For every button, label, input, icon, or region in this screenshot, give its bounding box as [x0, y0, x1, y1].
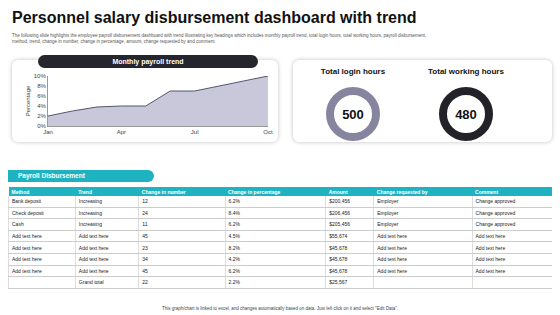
svg-text:480: 480 [455, 107, 477, 122]
html-text:Total working hours: Total working hours [428, 67, 504, 76]
html-text:12: 12 [142, 198, 148, 205]
html-text:This graph/chart is linked to: This graph/chart is linked to excel, and… [162, 306, 398, 311]
svg-text:Apr: Apr [117, 129, 126, 135]
html-text:$45,678: $45,678 [329, 267, 348, 274]
html-text:Check deposit: Check deposit [12, 209, 44, 216]
html-text:Comment: Comment [475, 188, 499, 195]
html-text:2.2%: 2.2% [228, 279, 240, 286]
html-text:Change in percentage: Change in percentage [228, 188, 281, 195]
svg-text:10%: 10% [34, 73, 47, 79]
html-text:Add text here: Add text here [377, 267, 407, 274]
html-text:$25,567: $25,567 [329, 279, 348, 286]
html-text:22: 22 [142, 279, 148, 286]
html-text:Trend: Trend [78, 188, 92, 195]
html-text:Employer: Employer [377, 209, 399, 216]
html-text:$45,678: $45,678 [329, 256, 348, 263]
svg-text:6%: 6% [37, 93, 46, 99]
html-text:Add text here: Add text here [377, 233, 407, 240]
html-text:Employer: Employer [377, 221, 399, 228]
html-text:Add text here: Add text here [12, 244, 42, 251]
html-text:$206,456: $206,456 [329, 209, 350, 216]
html-text:Total login hours: Total login hours [320, 67, 386, 76]
html-text:4.5%: 4.5% [228, 233, 240, 240]
html-text:Add text here: Add text here [12, 256, 42, 263]
html-text:Add text here: Add text here [475, 244, 506, 251]
html-text:Add text here: Add text here [78, 267, 109, 274]
html-text:6.2%: 6.2% [228, 221, 240, 228]
html-text:$200,456: $200,456 [329, 198, 350, 205]
html-text:34: 34 [142, 256, 148, 263]
html-text:Add text here: Add text here [78, 244, 109, 251]
svg-text:0%: 0% [37, 123, 46, 129]
html-text:Change requested by: Change requested by [376, 188, 428, 195]
html-text:8.4%: 8.4% [228, 209, 240, 216]
html-text:$45,678: $45,678 [329, 244, 348, 251]
html-text:Employer: Employer [377, 198, 399, 205]
html-text:11: 11 [142, 221, 148, 228]
html-text:Add text here: Add text here [475, 256, 506, 263]
svg-text:8%: 8% [37, 83, 46, 89]
svg-text:Jul: Jul [191, 129, 199, 135]
html-text:Change approved: Change approved [475, 221, 516, 228]
html-text:Add text here: Add text here [78, 256, 109, 263]
html-text:Increasing: Increasing [78, 221, 102, 228]
html-text:Amount: Amount [328, 188, 348, 195]
html-text:8.2%: 8.2% [228, 244, 240, 251]
html-text:Method: Method [11, 188, 30, 195]
html-text:$55,674: $55,674 [329, 233, 348, 240]
html-text:Add text here: Add text here [377, 244, 407, 251]
html-text:23: 23 [142, 244, 148, 251]
html-text:Change approved: Change approved [475, 198, 516, 205]
html-text:Change in number: Change in number [141, 188, 186, 195]
svg-text:4%: 4% [37, 103, 46, 109]
svg-text:500: 500 [342, 107, 364, 122]
html-text:45: 45 [142, 267, 148, 274]
html-text:The following slide highlights: The following slide highlights the emplo… [12, 33, 427, 44]
svg-text:Oct: Oct [263, 129, 273, 135]
html-text:Monthly payroll trend: Monthly payroll trend [112, 58, 184, 65]
html-text:Increasing: Increasing [78, 198, 102, 205]
html-text:24: 24 [142, 209, 148, 216]
html-text:Cash: Cash [12, 221, 24, 228]
html-text:6.2%: 6.2% [228, 198, 240, 205]
html-text:Add text here: Add text here [78, 233, 109, 240]
html-text:6.2%: 6.2% [228, 267, 240, 274]
html-text:$205,456: $205,456 [329, 221, 350, 228]
html-text:Add text here: Add text here [475, 267, 506, 274]
html-text:Add text here: Add text here [377, 256, 407, 263]
html-text:Personnel salary disbursement: Personnel salary disbursement dashboard … [12, 9, 417, 26]
html-text:Grand total: Grand total [78, 279, 104, 286]
html-text:Bank deposit: Bank deposit [12, 198, 41, 205]
html-text:Payroll Disbursement: Payroll Disbursement [18, 172, 85, 179]
html-text:45: 45 [142, 233, 148, 240]
svg-text:2%: 2% [37, 113, 46, 119]
svg-text:Percentage: Percentage [25, 85, 31, 116]
html-text:Change approved: Change approved [475, 209, 516, 216]
svg-text:Jan: Jan [43, 129, 53, 135]
html-text:4.2%: 4.2% [228, 256, 240, 263]
html-text:Increasing: Increasing [78, 209, 102, 216]
html-text:Add text here: Add text here [475, 233, 506, 240]
html-text:Add text here: Add text here [12, 233, 42, 240]
html-text:Add text here: Add text here [12, 267, 42, 274]
